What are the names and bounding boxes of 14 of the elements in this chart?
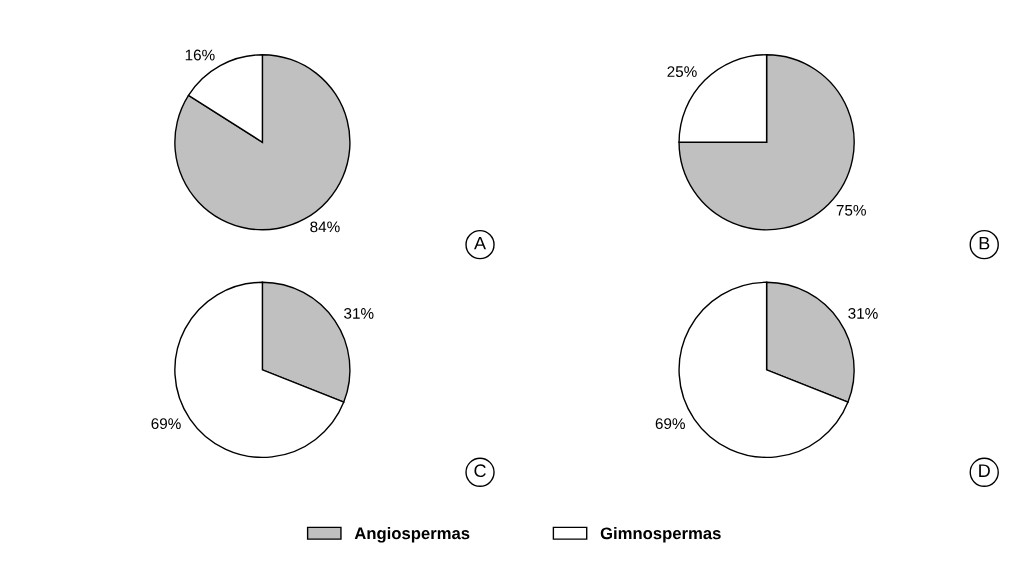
data-label: 25% [667,66,697,78]
data-label: 84% [310,221,340,233]
text: B [979,236,990,250]
text: C [474,464,486,478]
text: A [474,236,487,250]
legend-label: Angiospermas [354,527,470,543]
legend-label: Gimnospermas [600,527,721,543]
data-label: 31% [848,308,878,319]
data-label: 31% [344,308,374,319]
data-label: 69% [655,418,685,430]
text: D [979,464,990,477]
data-label: 16% [185,49,215,61]
data-label: 75% [836,204,866,216]
data-label: 69% [151,418,181,430]
